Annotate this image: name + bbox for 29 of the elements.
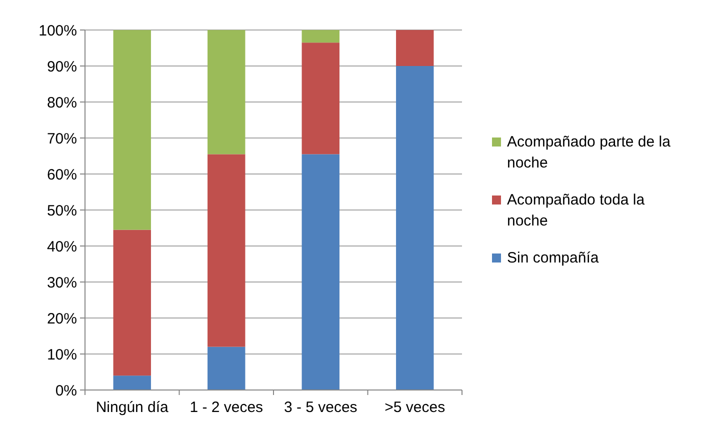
x-tick-label: 1 - 2 veces (190, 399, 264, 416)
legend-label: Sin compañía (507, 250, 600, 266)
y-tick-label: 90% (46, 58, 77, 76)
x-tick-label: Ningún día (96, 399, 170, 416)
y-tick-label: 80% (46, 94, 77, 112)
y-tick-label: 50% (46, 202, 77, 220)
y-tick-label: 60% (46, 166, 77, 184)
bar (302, 42, 340, 154)
bar (113, 30, 151, 230)
y-tick-label: 40% (46, 238, 77, 256)
y-tick-label: 20% (46, 310, 77, 328)
bar (302, 154, 340, 390)
x-tick-label: 3 - 5 veces (284, 399, 358, 416)
x-tick-label: >5 veces (384, 399, 446, 416)
bar (396, 30, 434, 66)
legend-label: Acompañado parte de la noche (507, 134, 672, 172)
bar (113, 376, 151, 390)
y-tick-label: 0% (55, 382, 77, 400)
bar (396, 66, 434, 390)
bar (208, 346, 246, 390)
bar (113, 230, 151, 376)
bar (208, 154, 246, 347)
y-tick-label: 10% (46, 346, 77, 364)
y-tick-label: 100% (38, 22, 77, 40)
y-tick-label: 70% (46, 130, 77, 148)
y-tick-label: 30% (46, 274, 77, 292)
bar (208, 30, 246, 154)
bar (302, 30, 340, 43)
legend-label: Acompañado toda la noche (507, 192, 646, 230)
